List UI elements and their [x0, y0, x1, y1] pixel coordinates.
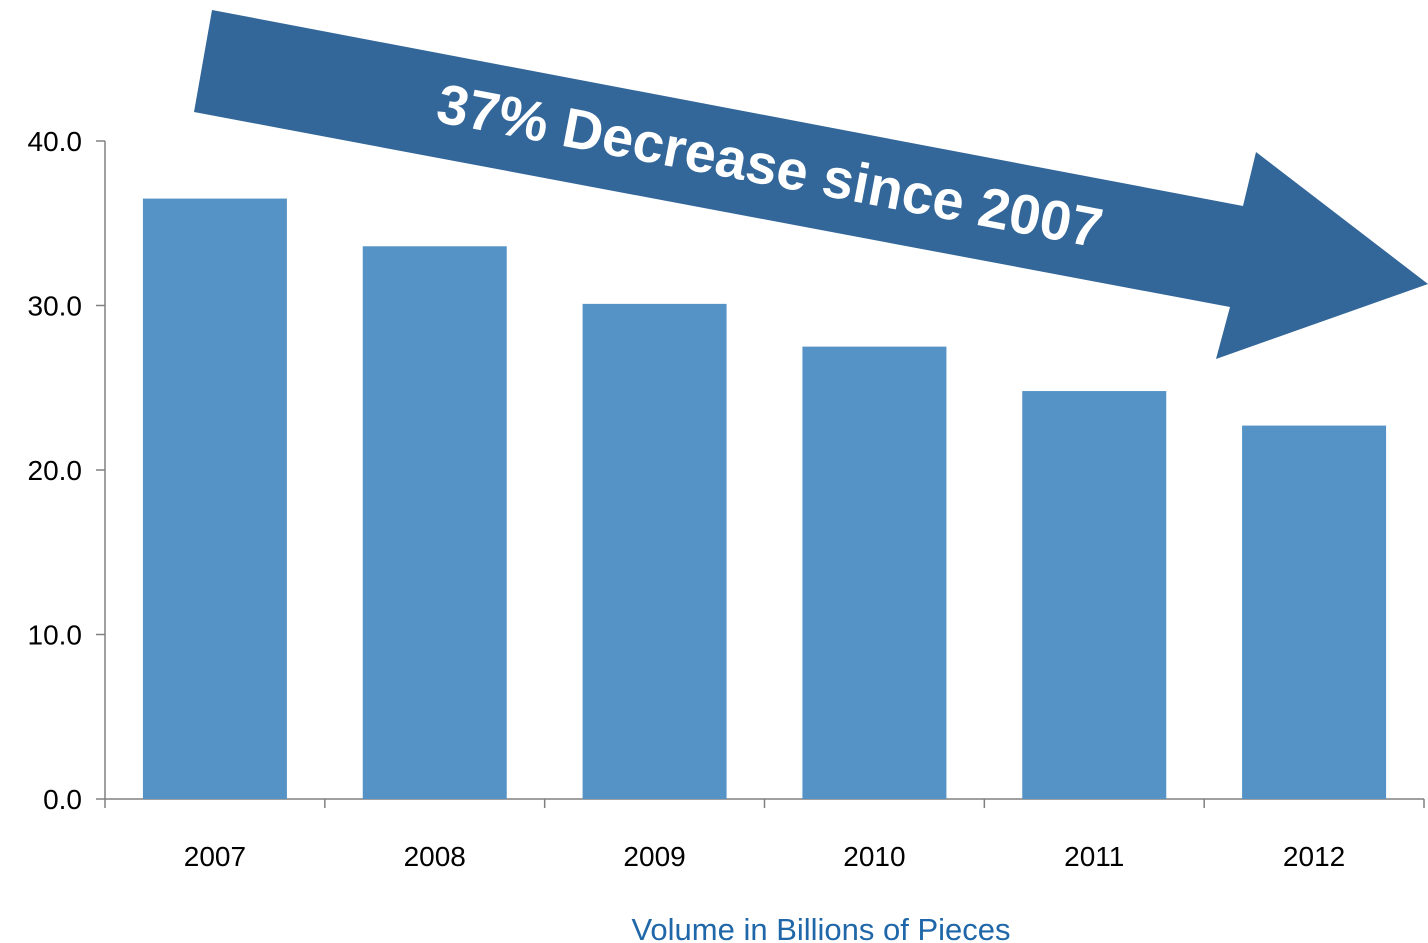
y-tick-label: 20.0 [28, 455, 83, 486]
x-tick-label: 2011 [1064, 841, 1124, 872]
y-tick-label: 30.0 [28, 291, 83, 322]
y-axis: 0.0 10.0 20.0 30.0 40.0 [28, 126, 106, 815]
x-tick-label: 2012 [1283, 841, 1345, 872]
bar-2009 [582, 303, 727, 799]
bar-2012 [1242, 425, 1387, 799]
trend-arrow-icon [194, 10, 1428, 359]
y-tick-label: 40.0 [28, 126, 83, 157]
x-tick-label: 2008 [404, 841, 466, 872]
x-tick-label: 2010 [843, 841, 905, 872]
bar-2011 [1022, 391, 1167, 799]
bar-2007 [142, 198, 287, 799]
y-tick-label: 0.0 [43, 784, 82, 815]
x-tick-label: 2007 [184, 841, 246, 872]
bar-2010 [802, 346, 947, 799]
y-tick-label: 10.0 [28, 620, 83, 651]
x-axis: 2007 2008 2009 2010 2011 2012 [104, 798, 1425, 872]
x-axis-label: Volume in Billions of Pieces [631, 912, 1010, 943]
x-tick-label: 2009 [623, 841, 685, 872]
bars [142, 198, 1387, 799]
bar-2008 [362, 246, 507, 799]
